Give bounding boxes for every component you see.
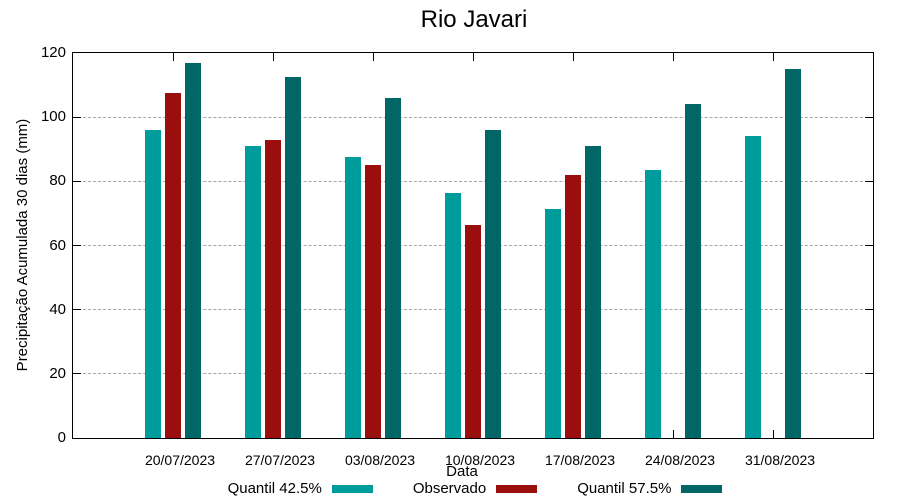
legend-swatch xyxy=(681,484,723,493)
legend-swatch xyxy=(496,484,538,493)
y-tick-label: 120 xyxy=(40,44,66,61)
bar xyxy=(145,130,161,438)
x-tick-label: 24/08/2023 xyxy=(644,452,716,468)
bar xyxy=(245,146,261,438)
bar xyxy=(365,165,381,438)
x-tick-mark xyxy=(772,53,774,61)
plot-area xyxy=(72,52,874,439)
chart-title: Rio Javari xyxy=(420,6,528,33)
bar xyxy=(645,170,661,438)
bar xyxy=(585,146,601,438)
y-tick-label: 40 xyxy=(49,300,66,318)
y-tick-mark xyxy=(73,245,81,246)
x-tick-mark xyxy=(672,53,674,61)
y-tick-label: 60 xyxy=(49,236,66,254)
y-tick-label: 100 xyxy=(40,108,66,126)
y-tick-mark xyxy=(865,373,873,375)
y-tick-mark xyxy=(865,309,873,311)
x-tick-label: 17/08/2023 xyxy=(544,452,616,468)
y-tick-label: 0 xyxy=(57,429,66,446)
chart-legend: Quantil 42.5% Observado Quantil 57.5% xyxy=(50,480,900,497)
bar xyxy=(545,208,561,438)
bar xyxy=(265,139,281,438)
x-tick-mark xyxy=(772,430,774,438)
bar xyxy=(445,192,461,438)
x-axis-label: Data xyxy=(446,463,478,480)
x-tick-mark xyxy=(272,53,274,61)
y-tick-mark xyxy=(73,309,81,311)
y-tick-mark xyxy=(73,116,81,118)
y-tick-mark xyxy=(865,245,873,246)
bar xyxy=(745,136,761,438)
bar xyxy=(185,62,201,438)
y-gridline xyxy=(73,116,873,118)
y-tick-mark xyxy=(865,180,873,182)
bar xyxy=(685,104,701,438)
bar xyxy=(385,97,401,438)
x-tick-mark xyxy=(472,53,474,61)
legend-label: Observado xyxy=(412,480,487,497)
y-tick-mark xyxy=(73,180,81,182)
bar xyxy=(165,93,181,438)
y-tick-label: 80 xyxy=(49,172,66,190)
bar xyxy=(285,77,301,438)
legend-item: Observado xyxy=(412,480,538,497)
bar xyxy=(565,174,581,438)
y-gridline xyxy=(73,180,873,182)
bar xyxy=(345,157,361,438)
x-tick-label: 20/07/2023 xyxy=(144,452,216,468)
legend-label: Quantil 42.5% xyxy=(227,480,322,497)
legend-item: Quantil 57.5% xyxy=(577,480,723,497)
y-tick-mark xyxy=(73,373,81,375)
y-tick-mark xyxy=(865,116,873,118)
legend-item: Quantil 42.5% xyxy=(228,480,373,497)
bar xyxy=(485,130,501,438)
x-tick-label: 10/08/2023 xyxy=(444,452,516,468)
x-tick-mark xyxy=(372,53,374,61)
x-tick-label: 03/08/2023 xyxy=(344,452,416,468)
y-tick-label: 20 xyxy=(49,364,66,382)
legend-label: Quantil 57.5% xyxy=(577,480,672,497)
bar xyxy=(785,69,801,438)
x-tick-label: 27/07/2023 xyxy=(244,452,316,468)
bar xyxy=(465,224,481,438)
x-tick-mark xyxy=(172,53,174,61)
x-tick-mark xyxy=(672,430,674,438)
x-tick-label: 31/08/2023 xyxy=(744,452,816,468)
legend-swatch xyxy=(331,484,373,493)
x-tick-mark xyxy=(572,53,574,61)
